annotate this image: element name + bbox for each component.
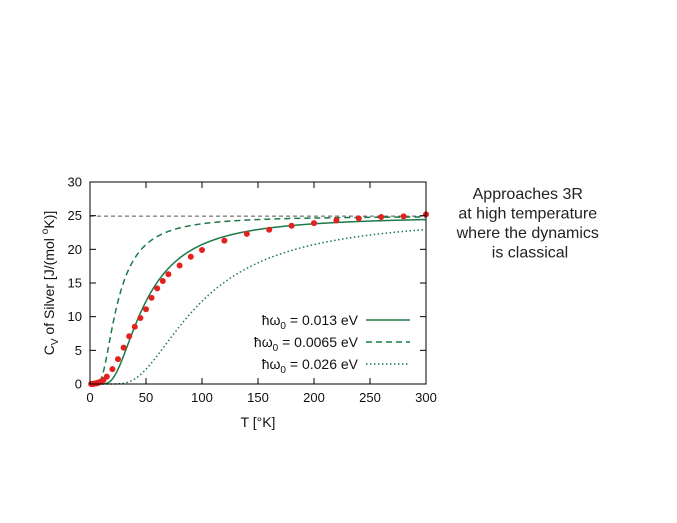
legend-label-part: = 0.026 eV (286, 356, 359, 372)
y-title-c: C (41, 345, 57, 355)
legend-label-2: ħω0 = 0.0065 eV (254, 334, 359, 354)
data-point (378, 214, 385, 221)
data-point (143, 306, 149, 313)
y-tick-label-15: 15 (68, 276, 82, 291)
y-tick-label-10: 10 (68, 309, 82, 324)
data-point (165, 271, 172, 278)
data-point (131, 323, 138, 330)
x-tick-label-50: 50 (139, 390, 153, 405)
plot-frame (89, 181, 427, 385)
y-tick-label-25: 25 (68, 208, 82, 223)
data-point (288, 222, 295, 229)
data-point (120, 344, 127, 351)
legend-label-part: ħω (262, 356, 281, 372)
y-title-mid: of Silver [J/(mol (41, 234, 57, 338)
data-point (333, 217, 340, 224)
y-title-sup: o (40, 228, 51, 234)
x-tick-label-250: 250 (359, 390, 381, 405)
data-point (154, 285, 161, 292)
x-tick-label-0: 0 (86, 390, 93, 405)
data-point (137, 315, 144, 322)
data-point (115, 356, 121, 363)
curves-layer (90, 216, 426, 385)
data-point (176, 262, 183, 269)
data-point (243, 230, 250, 237)
x-tick-label-200: 200 (303, 390, 325, 405)
annotation-line-3: where the dynamics (456, 225, 599, 242)
data-point (148, 294, 155, 301)
y-title-end: K)] (41, 211, 57, 229)
legend-label-3: ħω0 = 0.026 eV (262, 356, 359, 376)
legend-label-sub: 0 (280, 321, 286, 332)
legend-label-1: ħω0 = 0.013 eV (262, 312, 359, 332)
data-point (109, 366, 116, 373)
x-tick-label-150: 150 (247, 390, 269, 405)
x-tick-label-100: 100 (191, 390, 213, 405)
data-point (400, 213, 407, 220)
y-tick-label-5: 5 (75, 343, 82, 358)
x-tick-label-300: 300 (415, 390, 437, 405)
data-point (266, 226, 273, 233)
data-point (103, 373, 110, 380)
y-tick-label-20: 20 (68, 242, 82, 257)
y-title-sub: V (50, 338, 61, 345)
data-point (187, 253, 194, 260)
legend-label-sub: 0 (280, 365, 286, 376)
einstein-curve-3 (90, 228, 426, 385)
data-point (221, 237, 228, 244)
einstein-curve-2 (90, 216, 426, 385)
annotation-line-1: Approaches 3R (473, 186, 583, 203)
data-point (199, 247, 205, 254)
y-axis-title: CV of Silver [J/(mol oK)] (40, 211, 61, 356)
data-point (159, 277, 166, 284)
legend-label-part: = 0.013 eV (286, 312, 359, 328)
y-tick-label-30: 30 (68, 175, 82, 190)
legend-label-part: = 0.0065 eV (278, 334, 358, 350)
einstein-curve-1 (90, 218, 426, 385)
data-points-layer (88, 211, 429, 387)
x-axis-title: T [°K] (241, 414, 276, 430)
legend-label-part: ħω (262, 312, 281, 328)
legend-label-sub: 0 (273, 343, 279, 354)
annotation-line-2: at high temperature (458, 206, 597, 223)
annotation-line-4: is classical (492, 245, 568, 262)
annotation: Approaches 3R at high temperature where … (456, 186, 604, 262)
ticks-layer: 0 50 100 150 200 250 300 0 5 10 15 20 25 30 (68, 175, 437, 406)
data-point (126, 333, 133, 340)
data-point (355, 215, 362, 222)
data-point (311, 220, 317, 227)
legend-label-part: ħω (254, 334, 273, 350)
y-tick-label-0: 0 (75, 377, 82, 392)
